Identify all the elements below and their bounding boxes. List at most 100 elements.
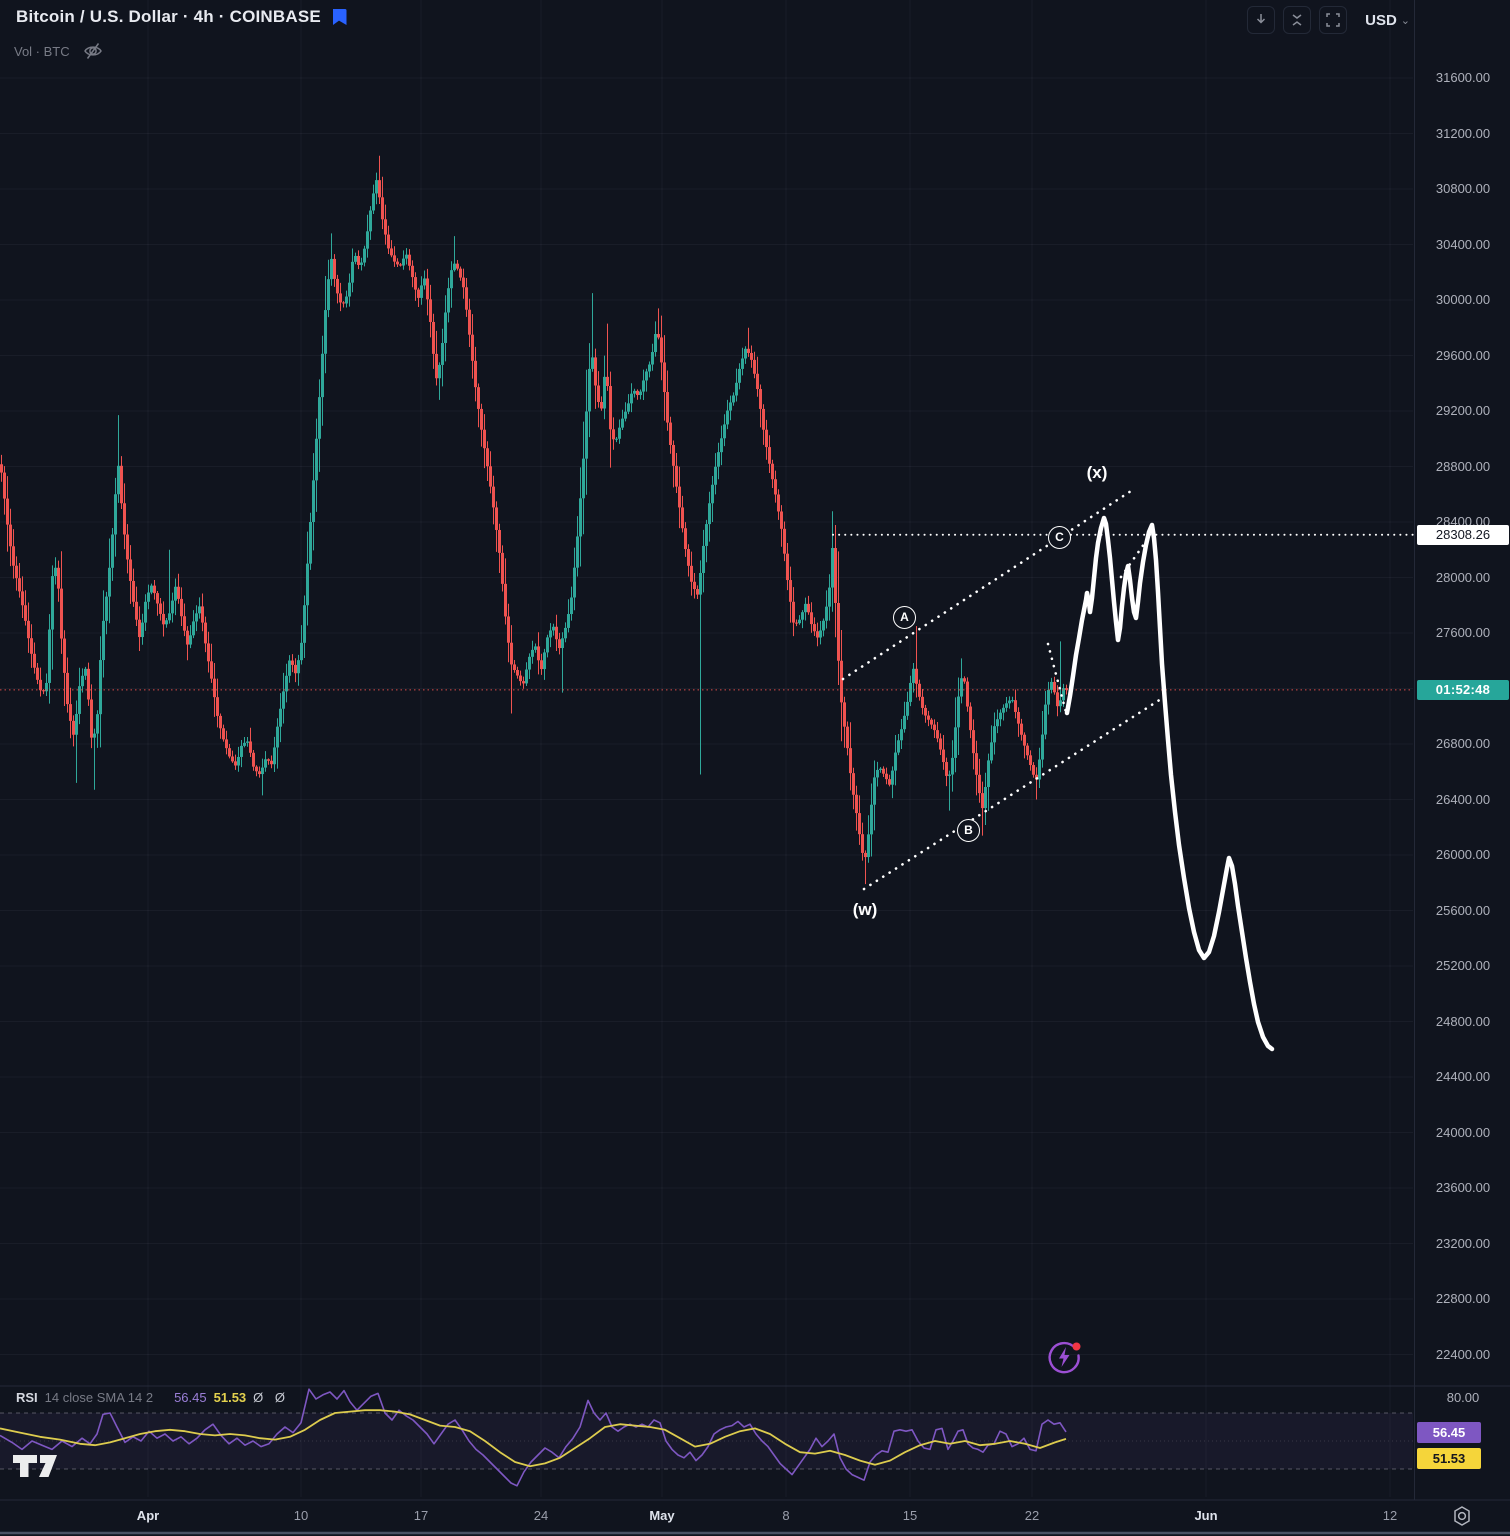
- candle-body: [951, 757, 954, 775]
- candle-body: [552, 626, 555, 631]
- candle-body: [129, 559, 132, 581]
- candle-body: [1050, 681, 1053, 690]
- wave-trendline-lower[interactable]: [862, 697, 1163, 891]
- candle-body: [684, 528, 687, 550]
- candle-body: [915, 668, 918, 684]
- candle-body: [432, 321, 435, 354]
- candle-body: [162, 613, 165, 625]
- time-axis-month-label: Apr: [136, 1508, 160, 1523]
- currency-dropdown[interactable]: USD ⌄: [1365, 12, 1410, 29]
- candle-body: [1053, 681, 1056, 693]
- candle-body: [21, 591, 24, 606]
- rsi-indicator-legend[interactable]: RSI 14 close SMA 14 2 56.45 51.53 Ø Ø: [16, 1390, 289, 1405]
- price-axis-label: 22800.00: [1435, 1291, 1491, 1306]
- candle-body: [27, 620, 30, 639]
- time-axis[interactable]: Apr 10 17 24 May 8 15 22 Jun 12: [0, 1501, 1510, 1534]
- gear-icon[interactable]: [1450, 1504, 1474, 1533]
- wave-label-C[interactable]: C: [1048, 526, 1071, 549]
- collapse-icon[interactable]: [1283, 6, 1312, 34]
- time-axis-day-label: 10: [293, 1508, 309, 1523]
- candle-body: [1020, 723, 1023, 735]
- time-axis-day-label: 17: [413, 1508, 429, 1523]
- wave-label-A[interactable]: A: [893, 606, 916, 629]
- wave-trendline-upper[interactable]: [841, 489, 1133, 681]
- candle-body: [930, 719, 933, 725]
- candle-body: [300, 642, 303, 661]
- candle-body: [564, 627, 567, 639]
- candle-body: [180, 598, 183, 617]
- drawing-annotations[interactable]: [832, 489, 1510, 1052]
- rsi-indicator-name: RSI: [16, 1390, 38, 1405]
- candle-body: [78, 686, 81, 714]
- rsi-indicator-params: 14 close SMA 14 2: [44, 1390, 154, 1405]
- candle-body: [594, 357, 597, 386]
- price-axis-label: 31200.00: [1435, 125, 1491, 141]
- candle-body: [999, 712, 1002, 720]
- wave-label-B[interactable]: B: [957, 819, 980, 842]
- candle-body: [216, 697, 219, 716]
- candle-body: [18, 578, 21, 592]
- candle-body: [390, 248, 393, 256]
- candle-body: [621, 418, 624, 428]
- candle-body: [570, 597, 573, 615]
- candle-body: [828, 587, 831, 607]
- flag-icon[interactable]: [331, 8, 348, 26]
- candle-body: [387, 234, 390, 249]
- candle-body: [945, 762, 948, 776]
- candle-body: [105, 596, 108, 621]
- price-axis-label: 25600.00: [1435, 902, 1491, 918]
- candle-body: [114, 494, 117, 535]
- candle-body: [894, 752, 897, 771]
- candle-body: [324, 310, 327, 354]
- candle-body: [819, 630, 822, 638]
- hand-drawn-projection[interactable]: [1064, 515, 1275, 1052]
- candle-body: [516, 670, 519, 676]
- candle-body: [99, 660, 102, 715]
- candle-body: [255, 766, 258, 772]
- candle-body: [936, 730, 939, 739]
- wave-label-x[interactable]: (x): [1086, 463, 1108, 482]
- time-axis-month-label: Jun: [1194, 1508, 1218, 1523]
- fullscreen-icon[interactable]: [1319, 6, 1348, 34]
- candle-body: [582, 458, 585, 499]
- tradingview-logo[interactable]: [12, 1454, 60, 1485]
- mini-wedge-line[interactable]: [1046, 642, 1069, 718]
- eye-slash-icon[interactable]: [82, 40, 104, 62]
- candle-body: [990, 742, 993, 761]
- candle-body: [6, 498, 9, 525]
- candle-body: [147, 592, 150, 602]
- candle-body: [84, 668, 87, 676]
- wave-label-w[interactable]: (w): [852, 900, 878, 919]
- candle-body: [840, 660, 843, 703]
- price-axis-label: 25200.00: [1435, 958, 1491, 973]
- candle-body: [756, 373, 759, 390]
- candle-body: [201, 606, 204, 623]
- flash-alert-icon[interactable]: [1045, 1338, 1083, 1381]
- price-axis-label: 28800.00: [1435, 458, 1491, 474]
- candle-body: [72, 720, 75, 735]
- time-axis-day-label: 24: [533, 1508, 549, 1523]
- candle-body: [735, 382, 738, 396]
- candle-body: [663, 362, 666, 393]
- bar-countdown-label[interactable]: 01:52:48: [1417, 679, 1509, 700]
- candle-body: [312, 480, 315, 522]
- candle-body: [654, 333, 657, 353]
- time-axis-day-label: 8: [782, 1508, 790, 1523]
- price-axis[interactable]: 31600.00 31200.00 30800.00 30400.00 30000.00…: [1414, 0, 1510, 1500]
- candle-body: [156, 593, 159, 604]
- candle-body: [204, 622, 207, 644]
- candle-body: [39, 679, 42, 691]
- time-axis-day-label: 15: [902, 1508, 918, 1523]
- candle-body: [807, 603, 810, 613]
- candle-body: [501, 552, 504, 584]
- candle-body: [996, 719, 999, 727]
- candle-body: [243, 742, 246, 746]
- candle-body: [942, 749, 945, 763]
- candle-body: [1038, 759, 1041, 780]
- candle-body: [258, 771, 261, 775]
- price-level-label[interactable]: 28308.26: [1417, 524, 1509, 545]
- download-icon[interactable]: [1247, 6, 1276, 34]
- rsi-legend-icons[interactable]: Ø Ø: [253, 1390, 290, 1405]
